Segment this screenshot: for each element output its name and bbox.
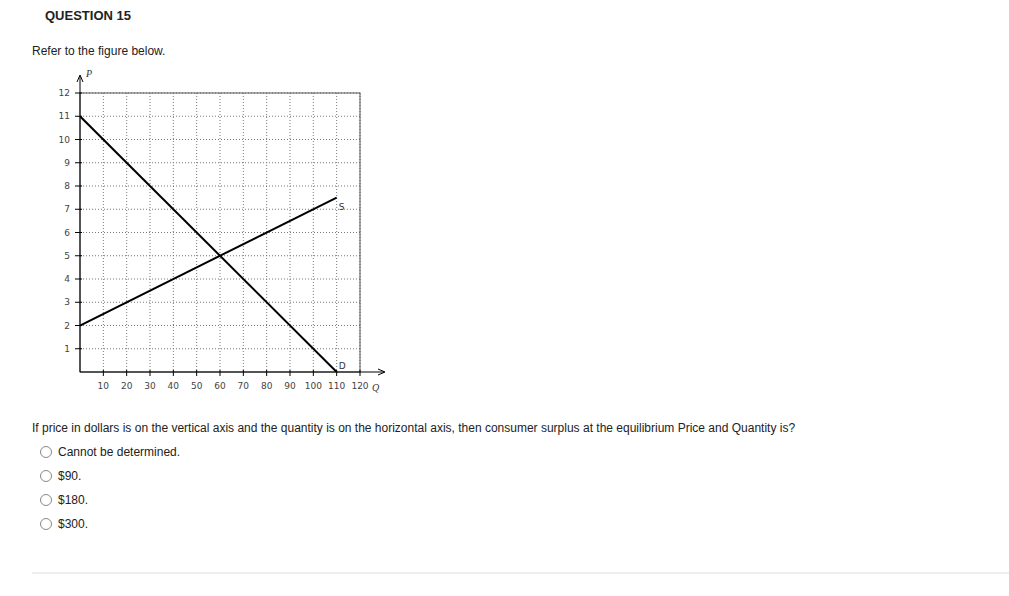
y-tick [75, 232, 82, 233]
x-tick-label: 10 [98, 381, 110, 391]
x-grid-line [313, 93, 314, 372]
x-tick [126, 370, 127, 376]
option-text: $300. [58, 517, 88, 531]
y-tick [75, 348, 82, 349]
x-tick [220, 370, 221, 376]
y-tick [75, 255, 82, 256]
y-tick-label: 1 [64, 344, 70, 354]
y-tick-label: 3 [64, 297, 70, 307]
option-text: Cannot be determined. [58, 445, 180, 459]
x-axis-arrow [378, 369, 385, 375]
x-tick-label: 100 [305, 381, 322, 391]
y-tick [75, 209, 82, 210]
chart: PQ12345678910111210203040506070809010011… [59, 68, 385, 393]
y-grid-line [80, 302, 360, 303]
x-axis-label: Q [372, 382, 380, 393]
y-grid-line [80, 162, 360, 163]
y-tick-label: 4 [64, 274, 70, 284]
page: QUESTION 15Refer to the figure below.PQ1… [0, 0, 1009, 596]
y-tick [75, 279, 82, 280]
series-label: S [339, 202, 345, 212]
y-tick [75, 93, 82, 94]
radio-button[interactable] [41, 471, 52, 482]
x-tick [313, 370, 314, 376]
x-tick-label: 30 [144, 381, 156, 391]
separator [32, 573, 1009, 574]
y-grid-line [80, 232, 360, 233]
question-text: If price in dollars is on the vertical a… [32, 421, 795, 435]
series-line [80, 116, 337, 372]
x-tick [196, 370, 197, 376]
x-grid-line [220, 93, 221, 372]
y-grid-line [80, 116, 360, 117]
x-tick-label: 20 [121, 381, 133, 391]
y-tick-label: 11 [59, 111, 70, 121]
y-tick-label: 5 [64, 251, 70, 261]
y-tick [75, 302, 82, 303]
x-grid-line [336, 93, 337, 372]
x-tick-label: 70 [238, 381, 250, 391]
option-text: $180. [58, 493, 88, 507]
x-tick-label: 50 [191, 381, 203, 391]
x-tick-label: 80 [261, 381, 273, 391]
y-axis-arrow [77, 75, 83, 82]
y-tick-label: 2 [64, 321, 70, 331]
x-tick-label: 60 [214, 381, 226, 391]
y-tick [75, 139, 82, 140]
y-tick-label: 6 [64, 228, 70, 238]
x-tick [360, 370, 361, 376]
y-grid-line [80, 186, 360, 187]
y-grid-line [80, 139, 360, 140]
x-grid-line [126, 93, 127, 372]
x-tick-label: 90 [284, 381, 296, 391]
radio-button[interactable] [41, 495, 52, 506]
radio-button[interactable] [41, 447, 52, 458]
y-grid-line [80, 279, 360, 280]
y-tick-label: 10 [59, 135, 71, 145]
radio-button[interactable] [41, 519, 52, 530]
question-title: QUESTION 15 [45, 8, 131, 23]
y-tick-label: 7 [64, 204, 70, 214]
y-grid-line [80, 348, 360, 349]
x-tick [103, 370, 104, 376]
y-axis-label: P [85, 68, 92, 79]
series-line [80, 198, 337, 326]
x-tick [243, 370, 244, 376]
x-tick-label: 110 [328, 381, 345, 391]
series-group [80, 116, 337, 372]
y-grid-line [80, 325, 360, 326]
plot-frame [80, 93, 360, 372]
y-tick [75, 186, 82, 187]
y-grid-line [80, 209, 360, 210]
x-tick-label: 120 [351, 381, 368, 391]
x-tick [266, 370, 267, 376]
y-tick [75, 162, 82, 163]
x-tick [150, 370, 151, 376]
x-tick [290, 370, 291, 376]
y-tick-label: 9 [64, 158, 70, 168]
x-grid-line [103, 93, 104, 372]
x-tick-label: 40 [168, 381, 180, 391]
option-text: $90. [58, 469, 81, 483]
y-axis [80, 76, 81, 372]
series-label: D [339, 361, 346, 371]
y-tick-label: 12 [59, 88, 70, 98]
x-tick [173, 370, 174, 376]
x-axis [80, 372, 384, 373]
y-tick-label: 8 [64, 181, 70, 191]
intro-text: Refer to the figure below. [32, 44, 165, 58]
